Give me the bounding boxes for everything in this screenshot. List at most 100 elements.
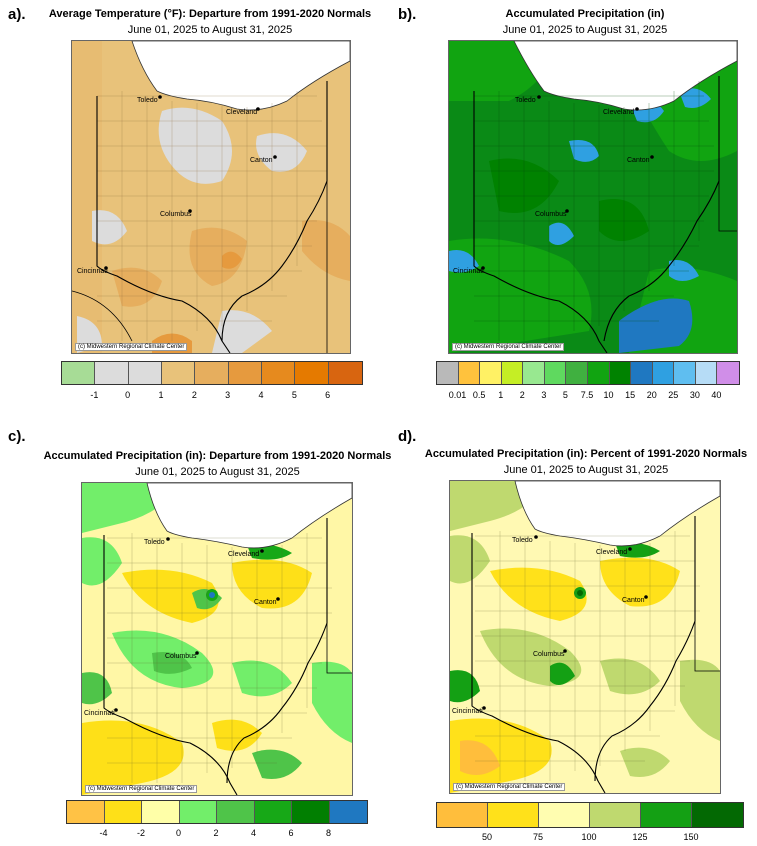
legend-tick-label: 0.5 [472,390,486,400]
legend-swatch [488,803,539,827]
legend-swatch [67,801,105,823]
map-graphic [82,483,352,795]
legend-swatch [295,362,329,384]
panel-letter: d). [398,428,417,445]
legend-swatch [458,362,481,384]
legend-swatch [590,803,641,827]
city-markers [104,95,277,270]
legend-swatch [195,362,229,384]
city-markers [482,535,648,710]
legend-swatch [717,362,739,384]
legend-swatch [95,362,129,384]
city-label-cleveland: Cleveland [226,109,258,116]
city-label-toledo: Toledo [144,539,165,546]
legend-tick-label: 25 [668,390,679,400]
panel-letter: c). [8,428,26,445]
legend-tick-label: 100 [581,832,597,842]
legend-swatch [179,801,217,823]
legend-swatch [261,362,296,384]
legend-swatch [652,362,675,384]
legend-tick-label: -4 [99,828,108,838]
legend-swatch [329,801,367,823]
precip-departure-map: Toledo Cleveland Canton Columbus Cincinn… [81,482,353,796]
legend-tick-label: 1 [158,390,164,400]
legend-ticks: 50 75 100 125 150 [436,832,742,846]
legend-tick-label: 6 [325,390,331,400]
legend-tick-label: 150 [683,832,699,842]
legend-swatch [228,362,262,384]
city-label-cincinnati: Cincinnati [452,708,483,715]
legend-swatch [566,362,588,384]
legend-swatch [692,803,743,827]
date-range: June 01, 2025 to August 31, 2025 [502,24,668,36]
panel-title: Average Temperature (°F): Departure from… [48,8,372,20]
panel-letter: b). [398,6,417,23]
legend-tick-label: 125 [632,832,648,842]
precipitation-map: Toledo Cleveland Canton Columbus Cincinn… [448,40,738,354]
city-markers [114,537,280,712]
map-credit: (c) Midwestern Regional Climate Center [75,343,188,351]
city-label-canton: Canton [622,597,645,604]
legend-tick-label: 5 [562,390,568,400]
legend-swatch [254,801,292,823]
map-credit: (c) Midwestern Regional Climate Center [85,785,198,793]
legend-tick-label: 4 [258,390,264,400]
panel-title: Accumulated Precipitation (in) [505,8,665,20]
legend-swatch [104,801,142,823]
legend-ticks: -4 -2 0 2 4 6 8 [66,828,366,842]
city-label-cincinnati: Cincinnati [453,268,484,275]
legend-tick-label: 50 [481,832,493,842]
legend-tick-label: 6 [288,828,294,838]
city-label-toledo: Toledo [515,97,536,104]
legend-tick-label: 7.5 [580,390,594,400]
legend-tick-label: 5 [291,390,297,400]
legend-tick-label: 0 [125,390,131,400]
city-label-toledo: Toledo [137,97,158,104]
date-range: June 01, 2025 to August 31, 2025 [127,24,293,36]
map-graphic [449,41,737,353]
legend-tick-label: 8 [325,828,332,838]
legend-tick-label: 4 [250,828,257,838]
panel-letter: a). [8,6,26,23]
legend-tick-label: 3 [541,390,547,400]
legend-tick-label: 40 [711,390,722,400]
legend-swatch [328,362,362,384]
legend-tick-label: 20 [646,390,657,400]
legend-bar [61,361,363,385]
legend-swatch [587,362,610,384]
panel-title: Accumulated Precipitation (in): Departur… [43,450,392,462]
legend-swatch [437,803,488,827]
legend-ticks: -1 0 1 2 3 4 5 6 [61,390,361,404]
precip-percent-map: Toledo Cleveland Canton Columbus Cincinn… [449,480,721,794]
city-label-cincinnati: Cincinnati [84,710,115,717]
legend-bar [66,800,368,824]
city-label-cleveland: Cleveland [596,549,628,556]
map-graphic [72,41,350,353]
legend-tick-label: -1 [90,390,99,400]
legend-tick-label: -2 [136,828,146,838]
legend-bar [436,361,740,385]
legend-tick-label: 10 [603,390,614,400]
city-label-cleveland: Cleveland [228,551,260,558]
city-label-cincinnati: Cincinnati [77,268,108,275]
city-markers [481,95,654,270]
legend-tick-label: 2 [213,828,219,838]
legend-swatch [501,362,524,384]
date-range: June 01, 2025 to August 31, 2025 [503,464,669,476]
legend-tick-label: 1 [498,390,504,400]
legend-swatch [544,362,567,384]
legend-swatch [142,801,180,823]
map-graphic [450,481,720,793]
legend-swatch [539,803,590,827]
legend-swatch [292,801,330,823]
map-credit: (c) Midwestern Regional Climate Center [452,343,565,351]
city-label-columbus: Columbus [160,211,192,218]
date-range: June 01, 2025 to August 31, 2025 [135,466,300,478]
legend-tick-label: 30 [689,390,700,400]
city-label-columbus: Columbus [535,211,567,218]
legend-tick-label: 2 [191,390,197,400]
legend-swatch [674,362,696,384]
legend-swatch [609,362,632,384]
city-label-cleveland: Cleveland [603,109,635,116]
legend-swatch [480,362,502,384]
